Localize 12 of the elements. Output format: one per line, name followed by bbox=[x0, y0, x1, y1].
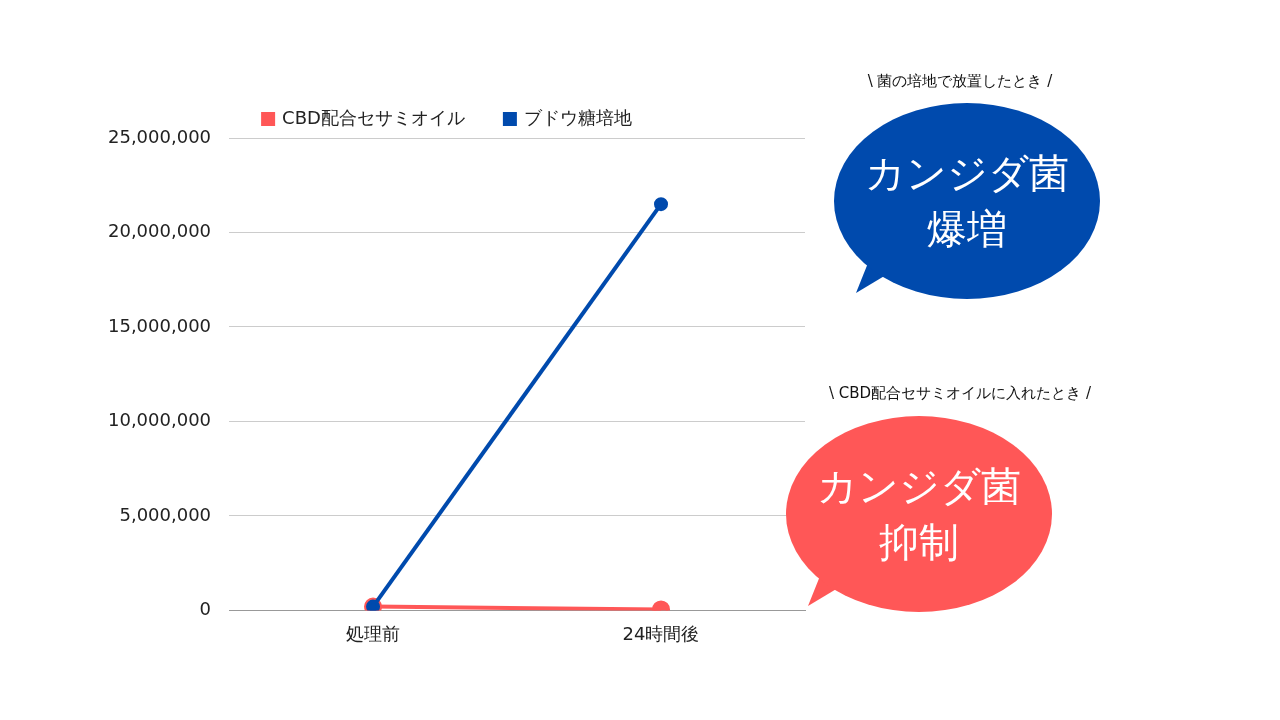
y-tick-label: 10,000,000 bbox=[108, 409, 212, 431]
legend-label: ブドウ糖培地 bbox=[523, 106, 632, 128]
y-tick-label: 20,000,000 bbox=[108, 220, 212, 242]
text: \ CBD配合セサミオイルに入れたとき / bbox=[828, 384, 1092, 403]
text: \ 菌の培地で放置したとき / bbox=[866, 72, 1054, 91]
y-tick-label: 0 bbox=[199, 598, 212, 620]
legend-label: CBD配合セサミオイル bbox=[282, 106, 465, 128]
x-tick-label: 24時間後 bbox=[622, 622, 700, 644]
y-tick-label: 5,000,000 bbox=[119, 503, 212, 525]
y-tick-label: 25,000,000 bbox=[108, 125, 212, 147]
y-tick-label: 15,000,000 bbox=[108, 314, 212, 336]
x-tick-label: 処理前 bbox=[346, 622, 401, 644]
